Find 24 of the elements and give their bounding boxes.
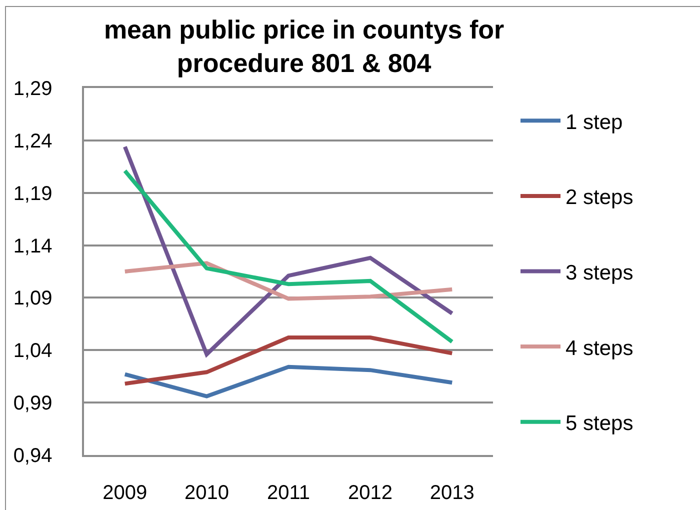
legend-label: 2 steps — [565, 186, 634, 210]
legend-label: 1 step — [565, 110, 623, 134]
y-tick-label: 1,04 — [13, 340, 52, 362]
legend-label: 3 steps — [565, 261, 634, 284]
line-series — [122, 168, 454, 344]
x-tick-label: 2009 — [102, 482, 148, 504]
x-tick-label: 2012 — [348, 482, 393, 504]
y-tick-label: 0,94 — [13, 445, 52, 467]
y-tick-label: 0,99 — [13, 392, 52, 415]
y-tick-label: 1,19 — [13, 182, 52, 205]
y-tick-label: 1,14 — [13, 235, 52, 258]
x-tick-label: 2013 — [430, 482, 474, 504]
line-series — [122, 364, 454, 398]
line-series — [122, 336, 454, 386]
y-tick-label: 1,24 — [13, 130, 52, 152]
chart-title: mean public price in countys for procedure 801 & 804 — [104, 14, 504, 78]
x-tick-label: 2011 — [266, 482, 310, 504]
line-series — [122, 144, 454, 356]
legend-label: 5 steps — [565, 412, 634, 436]
y-tick-label: 1,09 — [13, 288, 52, 310]
y-tick-label: 1,29 — [13, 78, 52, 100]
line-series — [122, 261, 454, 301]
legend-label: 4 steps — [565, 336, 634, 360]
x-tick-label: 2010 — [184, 482, 229, 504]
